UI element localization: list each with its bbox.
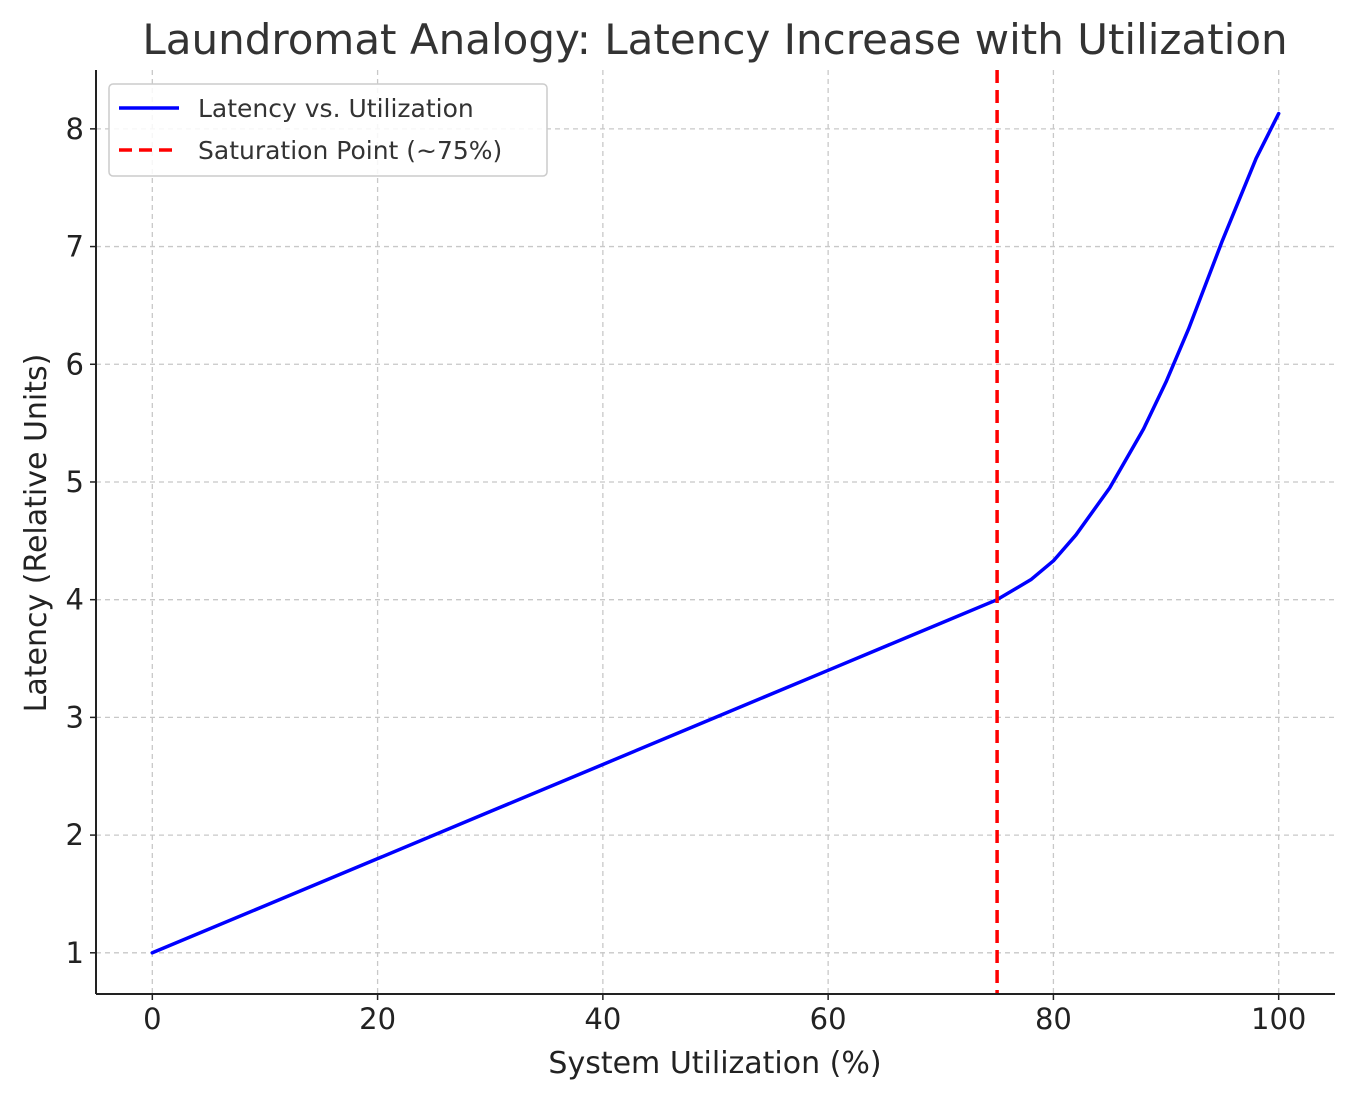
legend-box [108, 83, 548, 177]
x-tick-label: 0 [143, 1002, 161, 1036]
y-tick-label: 6 [66, 347, 84, 381]
y-tick-label: 7 [66, 230, 84, 264]
y-tick-label: 8 [66, 112, 84, 146]
y-tick-label: 2 [66, 818, 84, 852]
y-tick-label: 5 [66, 465, 84, 499]
y-tick-label: 4 [66, 583, 84, 617]
y-tick-label: 3 [66, 700, 84, 734]
axes [90, 70, 1335, 1000]
legend: Latency vs. Utilization Saturation Point… [108, 83, 548, 177]
x-tick-label: 20 [359, 1002, 396, 1036]
y-tick-label: 1 [66, 936, 84, 970]
series-line-latency [150, 111, 1281, 955]
x-tick-label: 40 [584, 1002, 621, 1036]
grid [96, 70, 1335, 994]
chart-title: Laundromat Analogy: Latency Increase wit… [142, 15, 1287, 64]
x-tick-label: 60 [810, 1002, 847, 1036]
x-tick-label: 100 [1251, 1002, 1306, 1036]
legend-label-saturation: Saturation Point (~75%) [198, 136, 502, 165]
tick-labels: 0 20 40 60 80 100 1 2 3 4 5 6 7 8 [66, 112, 1307, 1036]
legend-label-latency: Latency vs. Utilization [198, 94, 474, 123]
x-axis-label: System Utilization (%) [548, 1046, 881, 1081]
x-tick-label: 80 [1035, 1002, 1072, 1036]
plot-area [150, 70, 1281, 994]
y-axis-label: Latency (Relative Units) [19, 354, 54, 713]
